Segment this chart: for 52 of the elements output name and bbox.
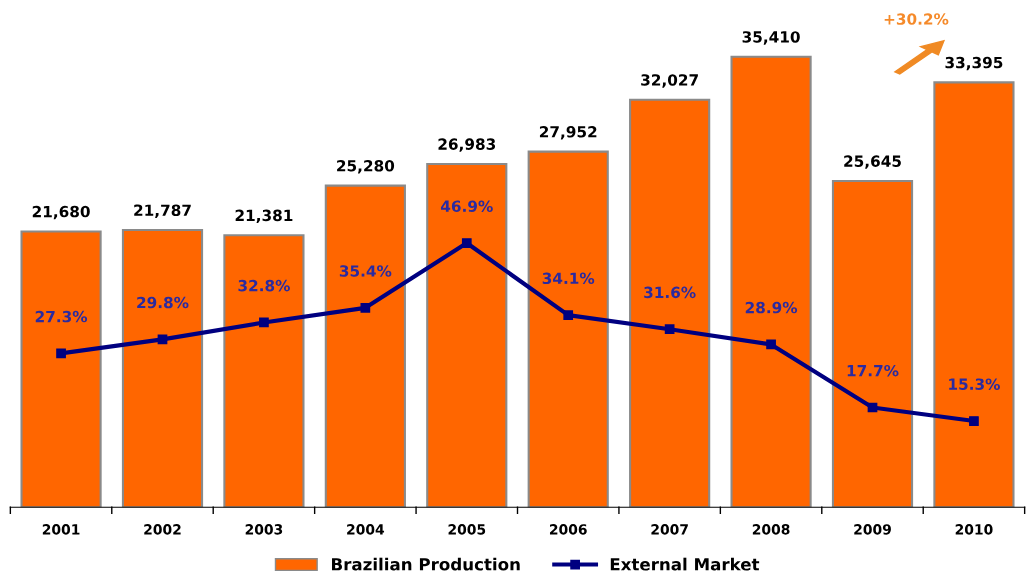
point (259, 317, 269, 328)
point (969, 416, 979, 426)
point (56, 348, 66, 359)
x-tick-label: 2001 (42, 524, 80, 535)
data-label: 32.8% (238, 279, 290, 292)
x-tick-label: 2007 (651, 524, 688, 535)
data-label: 27,952 (539, 126, 597, 140)
x-tick-label: 2005 (448, 524, 486, 535)
legend-label: External Market (610, 557, 760, 571)
x-tick-label: 2006 (549, 524, 587, 535)
x-tick-label: 2008 (752, 524, 790, 535)
point (461, 238, 472, 248)
bar (629, 98, 711, 508)
data-label: 21,680 (32, 205, 90, 220)
data-label: 21,381 (235, 209, 293, 224)
x-tick-label: 2002 (144, 524, 181, 535)
text: +30.2% (884, 13, 949, 25)
data-label: 46.9% (440, 200, 493, 212)
point (664, 324, 675, 335)
bar (223, 234, 305, 508)
data-label: 21,787 (134, 204, 191, 218)
bar (730, 55, 812, 508)
x-tick-label: 2003 (245, 524, 283, 535)
data-label: 25,645 (844, 155, 901, 169)
data-label: 33,395 (945, 56, 1003, 71)
x-tick-label: 2010 (955, 524, 993, 535)
point (360, 302, 371, 313)
bar (933, 81, 1015, 508)
x-tick-label: 2009 (854, 524, 891, 535)
bar (20, 230, 102, 508)
data-label: 17.7% (847, 364, 899, 377)
bar (121, 229, 204, 508)
data-label: 25,280 (337, 159, 395, 174)
data-label: 34.1% (542, 272, 595, 285)
data-label: 35.4% (339, 265, 392, 277)
bar (527, 150, 609, 508)
data-label: 32,027 (641, 74, 698, 88)
data-label: 28.9% (745, 301, 798, 314)
bar (324, 184, 406, 508)
point (157, 334, 168, 345)
x-tick-label: 2004 (347, 524, 385, 535)
bar (426, 162, 508, 508)
point (563, 310, 574, 320)
legend-label: Brazilian Production (332, 557, 520, 571)
bar (831, 179, 914, 508)
data-label: 31.6% (644, 286, 696, 299)
data-label: 15.3% (949, 378, 1000, 390)
data-label: 26,983 (438, 138, 496, 152)
data-label: 35,410 (742, 31, 800, 45)
data-label: 27.3% (35, 310, 88, 323)
data-label: 29.8% (137, 296, 189, 309)
point (766, 339, 776, 350)
